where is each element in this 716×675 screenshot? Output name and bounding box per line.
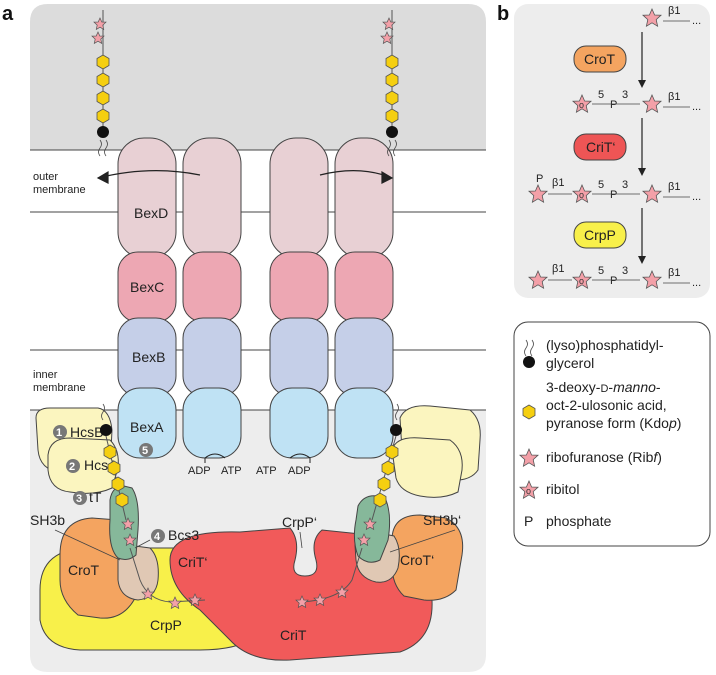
chain-left-top (91, 10, 110, 157)
b-row3-beta1: β1 (552, 177, 564, 189)
legend-kdo-3: pyranose form (Kdop) (546, 415, 681, 431)
b-row3-ribitol-o: o (579, 190, 584, 200)
crot-prime-label: CroT‘ (400, 552, 434, 568)
b-row2-beta1: β1 (668, 91, 680, 103)
b-row3-dots: ... (692, 191, 701, 203)
crot-label: CroT (68, 562, 100, 578)
legend-phosphate: phosphate (546, 513, 612, 529)
b-row2-three: 3 (622, 89, 628, 101)
inner-membrane-label-1: inner (33, 369, 58, 381)
adp-left-label: ADP (188, 465, 211, 477)
b-row2-ribitol-o: o (579, 100, 584, 110)
bexa-label: BexA (130, 419, 164, 435)
ribitol-star-icon: o (519, 480, 539, 499)
panel-b-letter: b (497, 3, 509, 25)
legend-box (513, 321, 711, 547)
chain-right-top (380, 10, 399, 157)
crot-prime-protein (391, 514, 464, 601)
b-row3-three: 3 (622, 179, 628, 191)
badge-2: 2 (69, 461, 75, 473)
panel-b: b β1 ... CroT o 5 P 3 β1 ... CriT‘ P β1 (497, 3, 710, 298)
b-row2-p: P (610, 99, 617, 111)
legend: (lyso)phosphatidyl- glycerol 3-deoxy-D-m… (513, 321, 711, 547)
adp-right-label: ADP (288, 465, 311, 477)
bex-transporter (117, 137, 394, 459)
b-row1-dots: ... (692, 15, 701, 27)
b-row4-beta1: β1 (552, 263, 564, 275)
crpp-prime-label: CrpP‘ (282, 514, 317, 530)
bexd-label: BexD (134, 205, 168, 221)
b-row3-pp: P (610, 189, 617, 201)
legend-lyso-2: glycerol (546, 355, 594, 371)
b-crpp-label: CrpP (584, 227, 616, 243)
legend-kdo-1: 3-deoxy-D-manno- (546, 379, 661, 395)
b-row4-ribitol-o: o (579, 276, 584, 286)
outer-membrane-label-1: outer (33, 171, 58, 183)
b-row4-beta1b: β1 (668, 267, 680, 279)
b-crot-label: CroT (584, 51, 616, 67)
b-row4-three: 3 (622, 265, 628, 277)
b-crot-pill (573, 45, 627, 73)
atp-arrows (204, 453, 311, 463)
b-row3-p: P (536, 173, 543, 185)
crit-prime-label: CriT‘ (178, 554, 208, 570)
legend-kdo-2: oct-2-ulosonic acid, (546, 397, 667, 413)
b-crit-label: CriT‘ (586, 139, 616, 155)
inner-membrane-label-2: membrane (33, 382, 86, 394)
badge-5: 5 (142, 445, 148, 457)
crpp-label: CrpP (150, 617, 182, 633)
b-row4-dots: ... (692, 277, 701, 289)
bexc-label: BexC (130, 279, 164, 295)
legend-ribf: ribofuranose (Ribf) (546, 449, 662, 465)
crit-label: CriT (280, 627, 307, 643)
b-row4-p: P (610, 275, 617, 287)
b-row2-five: 5 (598, 89, 604, 101)
legend-phosphate-symbol: P (524, 513, 533, 529)
b-crpp-pill (573, 221, 627, 249)
badge-4: 4 (154, 531, 161, 543)
kdo-hexagon-icon (522, 404, 536, 420)
membrane-lines (30, 149, 486, 411)
atp-left-label: ATP (221, 465, 242, 477)
hcs-complex-left (35, 407, 119, 494)
chain-right-bottom (295, 403, 402, 608)
b-row3-beta1b: β1 (668, 181, 680, 193)
legend-lyso-1: (lyso)phosphatidyl- (546, 337, 664, 353)
extracellular-region (30, 4, 486, 150)
hcsb-label: HcsB (70, 424, 103, 440)
legend-ribitol: ribitol (546, 481, 579, 497)
sh3b-prime-label: SH3b‘ (423, 512, 461, 528)
lipid-icon (523, 339, 535, 368)
badge-1: 1 (56, 427, 62, 439)
export-arrows (96, 170, 394, 184)
tt-prime-domain (353, 495, 391, 563)
b-row2-dots: ... (692, 101, 701, 113)
periplasm-region (30, 150, 486, 410)
b-row4-five: 5 (598, 265, 604, 277)
svg-text:o: o (526, 486, 531, 496)
chain-left-bottom (100, 403, 206, 609)
outer-membrane-label-2: membrane (33, 184, 86, 196)
b-row3-five: 5 (598, 179, 604, 191)
atp-right-label: ATP (256, 465, 277, 477)
b-crit-pill (573, 133, 627, 161)
bexb-label: BexB (132, 349, 165, 365)
hcs-complex-right (391, 405, 481, 498)
panel-a-letter: a (2, 3, 14, 25)
sh3b-label: SH3b (30, 512, 65, 528)
tt-label: tT (89, 489, 102, 505)
panel-a: a outer membrane inner membrane (2, 3, 486, 672)
badge-3: 3 (76, 493, 82, 505)
badge-group: 1 2 3 4 5 (53, 425, 165, 543)
b-row1-beta1: β1 (668, 5, 680, 17)
leader-lines (54, 529, 456, 561)
bcs3-label: Bcs3 (168, 527, 199, 543)
